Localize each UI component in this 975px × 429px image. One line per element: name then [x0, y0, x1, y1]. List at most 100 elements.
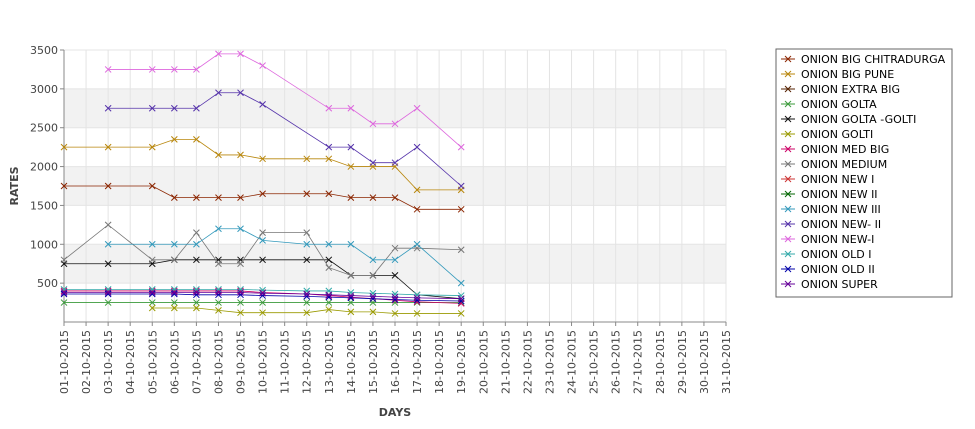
legend-swatch-marker: [784, 70, 792, 78]
legend-label: ONION NEW- II: [801, 218, 881, 231]
marker-stroke: [193, 304, 200, 312]
x-tick-label: 16-10-2015: [389, 330, 402, 394]
y-axis-label: RATES: [8, 166, 21, 205]
marker-stroke: [104, 289, 112, 296]
data-point: [215, 151, 222, 159]
marker-stroke: [369, 272, 377, 279]
marker-stroke: [413, 104, 421, 112]
marker-stroke: [60, 289, 68, 296]
marker-stroke: [170, 240, 178, 248]
data-point: [369, 256, 377, 264]
legend-item: ONION NEW- II: [781, 218, 881, 231]
data-point: [457, 205, 465, 213]
marker-stroke: [391, 296, 399, 304]
marker-stroke: [413, 310, 421, 317]
marker-stroke: [170, 194, 178, 202]
data-point: [237, 50, 244, 58]
data-point: [193, 289, 200, 296]
data-point: [391, 272, 399, 279]
marker-stroke: [215, 225, 222, 233]
data-point: [237, 289, 244, 296]
data-point: [303, 155, 311, 163]
legend-label: ONION OLD II: [801, 263, 875, 276]
x-tick-label: 01-10-2015: [58, 330, 71, 394]
data-point: [170, 289, 178, 296]
data-point: [60, 182, 68, 190]
data-point: [170, 304, 178, 312]
marker-stroke: [325, 291, 333, 299]
marker-stroke: [369, 159, 377, 167]
marker-stroke: [259, 299, 266, 306]
data-point: [148, 299, 156, 306]
data-point: [170, 290, 178, 298]
data-point: [347, 163, 355, 170]
marker-stroke: [104, 66, 112, 73]
data-point: [259, 286, 266, 294]
legend-item: ONION NEW II: [781, 188, 878, 201]
marker-stroke: [170, 104, 178, 112]
x-tick-label: 11-10-2015: [279, 330, 292, 394]
data-point: [237, 225, 244, 233]
marker-stroke: [784, 130, 792, 138]
vertical-gridlines: [63, 50, 727, 322]
legend-label: ONION NEW-I: [801, 233, 874, 246]
data-point: [215, 289, 222, 296]
legend-label: ONION GOLTI: [801, 128, 873, 141]
legend-item: ONION GOLTI: [781, 128, 873, 141]
data-point: [325, 190, 333, 198]
marker-stroke: [60, 290, 68, 298]
marker-stroke: [148, 240, 156, 248]
legend-label: ONION GOLTA: [801, 98, 877, 111]
data-point: [170, 66, 178, 73]
x-tick-label: 15-10-2015: [367, 330, 380, 394]
data-point: [237, 286, 244, 293]
marker-stroke: [104, 260, 112, 268]
data-point: [391, 159, 399, 167]
data-point: [413, 104, 421, 112]
x-tick-label: 02-10-2015: [80, 330, 93, 394]
data-point: [259, 101, 266, 108]
marker-stroke: [170, 256, 178, 264]
marker-stroke: [259, 309, 266, 317]
marker-stroke: [148, 104, 156, 112]
data-point: [60, 289, 68, 296]
data-point: [369, 308, 377, 316]
data-point: [413, 205, 421, 213]
data-point: [303, 287, 311, 295]
x-tick-label: 24-10-2015: [566, 330, 579, 394]
marker-stroke: [413, 186, 421, 194]
data-point: [325, 155, 333, 163]
data-point: [193, 240, 200, 248]
series-14: [60, 290, 465, 305]
data-point: [193, 256, 200, 264]
marker-stroke: [784, 250, 792, 258]
marker-stroke: [369, 293, 377, 300]
data-point: [259, 309, 266, 317]
data-point: [391, 194, 399, 202]
data-point: [259, 62, 266, 69]
x-tick-label: 27-10-2015: [632, 330, 645, 394]
x-tick-labels: 01-10-2015 02-10-2015 03-10-2015 04-10-2015…: [58, 322, 733, 394]
marker-stroke: [148, 299, 156, 306]
marker-stroke: [303, 309, 311, 317]
data-point: [325, 291, 333, 299]
marker-stroke: [391, 272, 399, 279]
marker-stroke: [325, 104, 333, 112]
data-point: [104, 289, 112, 296]
legend: ONION BIG CHITRADURGA ONION BIG PUNE ONION…: [775, 48, 953, 298]
series-3: [60, 299, 465, 306]
marker-stroke: [347, 308, 355, 316]
legend-swatch-marker: [784, 220, 792, 228]
legend-swatch-marker: [784, 115, 792, 123]
y-tick-label: 2000: [30, 161, 58, 174]
data-point: [237, 309, 244, 317]
y-tick-label: 3500: [30, 44, 58, 57]
marker-stroke: [193, 66, 200, 73]
marker-stroke: [369, 308, 377, 316]
legend-item: ONION MEDIUM: [781, 158, 887, 171]
data-point: [325, 306, 333, 313]
legend-label: ONION NEW I: [801, 173, 874, 186]
data-point: [457, 295, 465, 303]
data-point: [104, 182, 112, 190]
marker-stroke: [325, 299, 333, 306]
